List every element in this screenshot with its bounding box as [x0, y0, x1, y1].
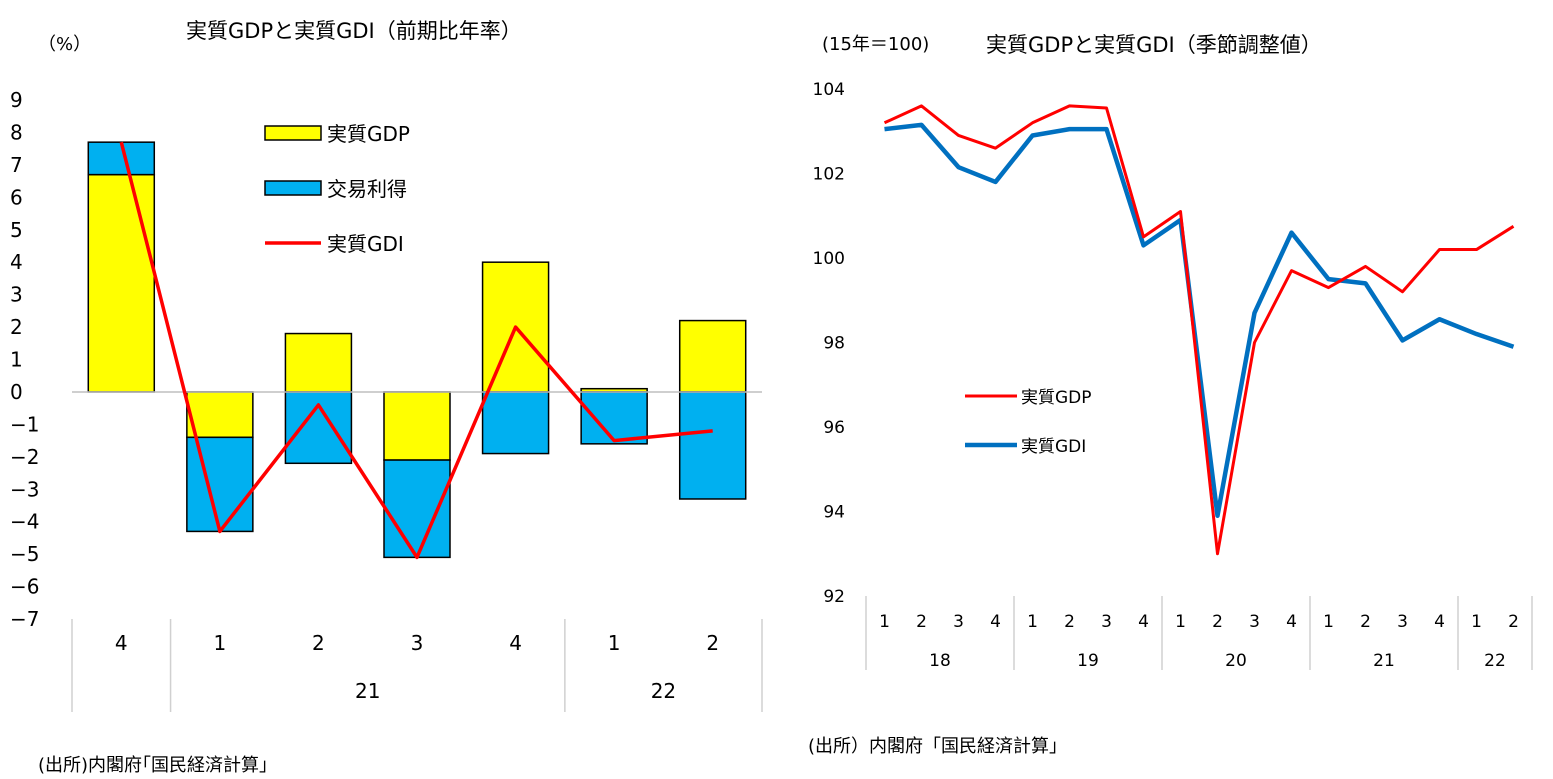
right-unit-label: (15年＝100) [822, 34, 929, 55]
right-x-axis: 1 2 3 4 1 2 3 4 1 2 3 4 1 2 3 4 1 218 19 20 21 22 [865, 596, 1533, 671]
left-y-tick-label: 2 [10, 315, 23, 339]
left-x-axis: 4 1 2 3 4 1 2 21 22 [71, 619, 763, 712]
left-gdi-line-group [119, 141, 713, 560]
terms-of-trade-bar [383, 459, 451, 559]
gdp-bar [87, 173, 156, 393]
left-y-tick-label: 9 [10, 88, 23, 112]
terms-of-trade-bar [284, 391, 353, 465]
left-y-tick-label: 5 [10, 218, 23, 242]
right-x-tick-label: 1 [1175, 612, 1186, 632]
gdp-bar [186, 391, 254, 439]
left-y-tick-label: 3 [10, 283, 23, 307]
left-y-tick-label: −5 [10, 542, 39, 566]
right-lines [883, 104, 1515, 556]
terms-of-trade-bar [186, 436, 254, 533]
right-y-tick-label: 94 [823, 503, 845, 523]
left-x-tick-label: 2 [312, 631, 325, 655]
left-x-tick-label: 1 [213, 631, 226, 655]
right-x-tick-label: 2 [916, 612, 927, 632]
right-x-year-label: 22 [1484, 651, 1506, 671]
right-legend-label: 実質GDI [1021, 437, 1086, 457]
right-x-tick-label: 1 [879, 612, 890, 632]
right-x-tick-label: 3 [953, 612, 964, 632]
left-y-tick-label: 0 [10, 380, 23, 404]
right-x-tick-label: 2 [1508, 612, 1519, 632]
terms-of-trade-bar [481, 391, 550, 455]
right-x-tick-label: 1 [1323, 612, 1334, 632]
right-x-tick-label: 4 [990, 612, 1001, 632]
right-source-note: (出所）内閣府「国民経済計算」 [808, 736, 1067, 757]
left-bars [87, 141, 747, 559]
left-legend-label: 交易利得 [327, 177, 407, 201]
terms-of-trade-bar [580, 391, 648, 445]
left-unit-label: （%） [38, 34, 91, 55]
right-legend: 実質GDP 実質GDI [965, 388, 1092, 457]
left-x-tick-label: 4 [115, 631, 128, 655]
right-y-tick-label: 98 [823, 334, 845, 354]
right-y-tick-label: 96 [823, 418, 845, 438]
right-x-tick-label: 4 [1286, 612, 1297, 632]
left-y-axis: 9 8 7 6 5 4 3 2 1 0 −1 −2 −3 −4 −5 −6 −7 [10, 88, 39, 631]
left-y-tick-label: −7 [10, 607, 39, 631]
right-x-tick-label: 1 [1471, 612, 1482, 632]
left-x-year-label: 22 [651, 679, 676, 703]
right-x-tick-label: 4 [1138, 612, 1149, 632]
gdi-line [119, 141, 713, 560]
left-y-tick-label: 7 [10, 153, 23, 177]
left-x-year-label: 21 [355, 679, 380, 703]
right-chart: (15年＝100) 実質GDPと実質GDI（季節調整値） 104 102 100 98… [808, 33, 1533, 757]
legend-swatch-gdp [264, 125, 322, 141]
right-y-tick-label: 100 [813, 249, 845, 269]
right-x-tick-label: 4 [1434, 612, 1445, 632]
right-x-year-label: 20 [1225, 651, 1247, 671]
left-y-tick-label: 6 [10, 185, 23, 209]
right-y-tick-label: 102 [813, 165, 845, 185]
left-y-tick-label: −6 [10, 575, 39, 599]
right-x-tick-label: 3 [1397, 612, 1408, 632]
left-y-tick-label: −3 [10, 477, 39, 501]
left-y-tick-label: −2 [10, 445, 39, 469]
left-x-tick-label: 1 [608, 631, 621, 655]
left-x-tick-label: 2 [706, 631, 719, 655]
left-y-tick-label: 8 [10, 120, 23, 144]
legend-swatch-terms-of-trade [264, 180, 322, 196]
left-y-tick-label: 4 [10, 250, 23, 274]
right-x-year-label: 18 [929, 651, 951, 671]
left-legend-label: 実質GDP [327, 122, 410, 146]
right-y-tick-label: 92 [823, 587, 845, 607]
left-y-tick-label: 1 [10, 348, 23, 372]
left-chart-title: 実質GDPと実質GDI（前期比年率） [186, 19, 522, 43]
right-x-year-label: 19 [1077, 651, 1099, 671]
terms-of-trade-bar [678, 391, 747, 500]
right-x-tick-label: 3 [1101, 612, 1112, 632]
left-y-tick-label: −4 [10, 510, 39, 534]
right-x-tick-label: 2 [1212, 612, 1223, 632]
right-legend-label: 実質GDP [1021, 388, 1092, 408]
right-gdp-line [883, 104, 1515, 556]
right-x-tick-label: 2 [1360, 612, 1371, 632]
gdp-bar [284, 332, 353, 393]
right-y-axis: 104 102 100 98 96 94 92 [813, 80, 845, 607]
right-x-tick-label: 3 [1249, 612, 1260, 632]
right-x-tick-label: 2 [1064, 612, 1075, 632]
gdp-bar [678, 319, 747, 393]
right-y-tick-label: 104 [813, 80, 845, 100]
right-gdi-line [884, 122, 1515, 518]
left-x-tick-label: 4 [509, 631, 522, 655]
left-chart: （%） 実質GDPと実質GDI（前期比年率） 9876543210−1−2−3−… [10, 19, 763, 776]
right-x-year-label: 21 [1373, 651, 1395, 671]
right-x-tick-label: 1 [1027, 612, 1038, 632]
left-legend-label: 実質GDI [327, 232, 404, 256]
gdp-bar [383, 391, 451, 461]
left-x-tick-label: 3 [411, 631, 424, 655]
right-chart-title: 実質GDPと実質GDI（季節調整値） [986, 33, 1322, 57]
left-source-note: (出所)内閣府｢国民経済計算｣ [38, 755, 268, 776]
left-y-tick-label: −1 [10, 412, 39, 436]
